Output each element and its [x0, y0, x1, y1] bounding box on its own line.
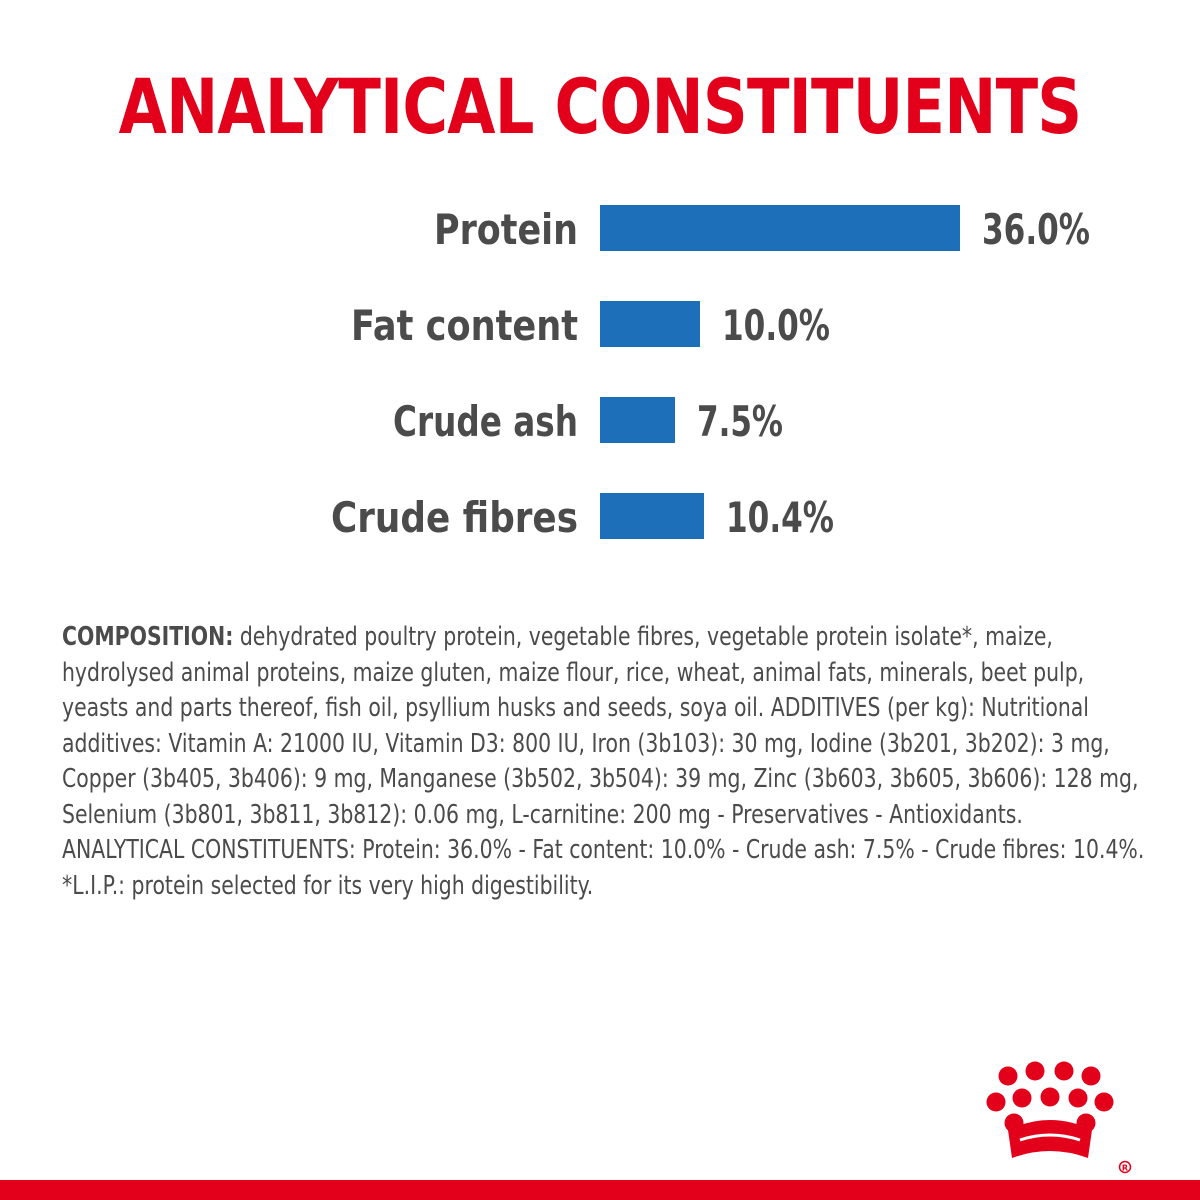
royal-canin-crown-icon: R: [986, 1061, 1132, 1174]
value-label: 36.0%: [982, 205, 1090, 254]
constituents-bar-chart: Protein 36.0% Fat content 10.0% Crude ash 7.5…: [331, 205, 1090, 542]
value-label: 10.0%: [722, 301, 830, 350]
svg-text:R: R: [1122, 1164, 1128, 1173]
category-label: Crude fibres: [331, 493, 578, 542]
brand-bottom-bar: [0, 1180, 1200, 1200]
bar: [600, 493, 704, 539]
bar: [600, 205, 960, 251]
category-label: Crude ash: [393, 397, 578, 446]
bar: [600, 301, 700, 347]
bar: [600, 397, 675, 443]
page-title: ANALYTICAL CONSTITUENTS: [118, 62, 1082, 151]
category-label: Fat content: [351, 301, 578, 350]
composition-text: COMPOSITION: dehydrated poultry protein,…: [62, 620, 1145, 904]
value-label: 10.4%: [726, 493, 834, 542]
composition-body: dehydrated poultry protein, vegetable fi…: [62, 622, 1145, 865]
composition-footnote: *L.I.P.: protein selected for its very h…: [62, 870, 594, 901]
composition-label: COMPOSITION:: [62, 622, 234, 652]
category-label: Protein: [434, 205, 578, 254]
value-label: 7.5%: [697, 397, 783, 446]
